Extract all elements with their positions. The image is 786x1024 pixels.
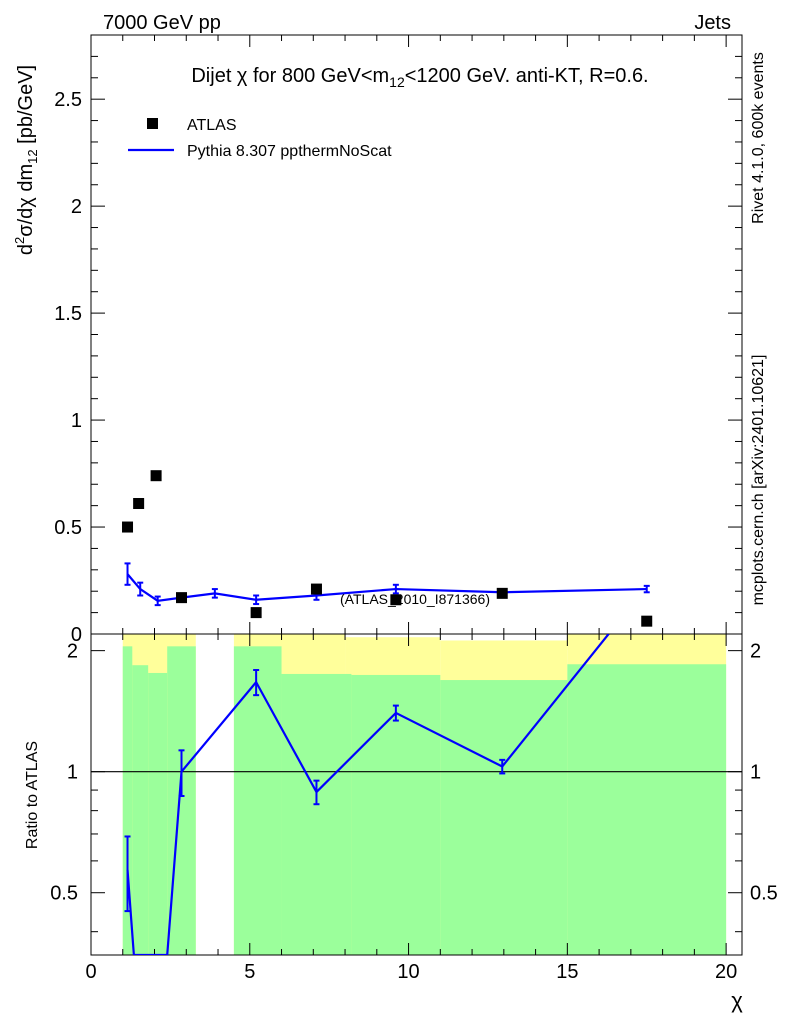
ratio-panel: 0 5 10 15 20 0.5 0.5 1 1 2 2	[50, 633, 778, 983]
chart-title-sub: 12	[389, 74, 405, 90]
x-tick-label: 10	[397, 961, 419, 983]
band-inner	[233, 646, 282, 955]
header-right: Jets	[694, 12, 731, 34]
y-tick-label: 0	[71, 624, 82, 646]
x-axis-label: χ	[731, 988, 743, 1013]
band-inner	[132, 665, 149, 955]
x-tick-label: 5	[244, 961, 255, 983]
ratio-tick-label-right: 1	[750, 762, 761, 784]
main-panel: 0 0.5 1 1.5 2 2.5	[54, 34, 743, 646]
y-label-mid: σ/dχ dm	[15, 164, 37, 237]
legend-atlas-label: ATLAS	[187, 117, 237, 134]
atlas-data-point	[390, 594, 402, 606]
y-axis-label: d2σ/dχ dm12 [pb/GeV]	[12, 65, 40, 255]
x-tick-label: 0	[85, 961, 96, 983]
band-inner	[148, 672, 168, 955]
y-tick-label: 2.5	[54, 89, 82, 111]
y-tick-label: 0.5	[54, 517, 82, 539]
atlas-data-point	[176, 592, 188, 604]
ratio-tick-label-right: 2	[750, 641, 761, 663]
rivet-label: Rivet 4.1.0, 600k events	[750, 52, 767, 224]
band-inner	[440, 680, 568, 955]
ratio-tick-label-right: 0.5	[750, 883, 778, 905]
chart-title-suffix: <1200 GeV. anti-KT, R=0.6.	[405, 65, 649, 87]
atlas-data-point	[122, 521, 134, 533]
watermark: (ATLAS_2010_I871366)	[340, 591, 490, 607]
x-tick-label: 20	[715, 961, 737, 983]
chart-title-prefix: Dijet χ for 800 GeV<m	[191, 65, 389, 87]
y-tick-label: 1.5	[54, 303, 82, 325]
ratio-frame	[90, 633, 743, 956]
legend: ATLAS Pythia 8.307 ppthermNoScat	[128, 117, 392, 160]
band-inner	[567, 664, 727, 955]
y-label-sub: 12	[25, 149, 40, 163]
band-inner	[122, 646, 133, 955]
header-left: 7000 GeV pp	[103, 12, 221, 34]
y-tick-label: 2	[71, 196, 82, 218]
legend-mc-label: Pythia 8.307 ppthermNoScat	[187, 143, 392, 160]
atlas-data-point	[310, 583, 322, 595]
x-tick-label: 15	[556, 961, 578, 983]
ratio-y-label: Ratio to ATLAS	[24, 741, 41, 849]
ratio-tick-label: 0.5	[50, 883, 78, 905]
ratio-tick-label: 1	[67, 762, 78, 784]
legend-atlas-marker	[147, 118, 158, 129]
atlas-data-point	[250, 607, 262, 619]
atlas-data-point	[641, 615, 653, 627]
y-label-sup: 2	[12, 237, 27, 244]
atlas-data-point	[150, 470, 162, 482]
mcplots-label: mcplots.cern.ch [arXiv:2401.10621]	[750, 355, 767, 606]
ratio-mc-group	[124, 634, 610, 955]
mc-series-line	[126, 573, 647, 602]
ratio-tick-label: 2	[67, 641, 78, 663]
y-tick-label: 1	[71, 410, 82, 432]
band-inner	[281, 673, 352, 955]
band-inner	[351, 674, 441, 955]
y-label-unit: [pb/GeV]	[15, 65, 37, 150]
atlas-data-point	[496, 587, 508, 599]
atlas-data-point	[133, 498, 145, 510]
y-label-d: d	[15, 244, 37, 255]
chart-title: Dijet χ for 800 GeV<m12<1200 GeV. anti-K…	[191, 65, 648, 90]
